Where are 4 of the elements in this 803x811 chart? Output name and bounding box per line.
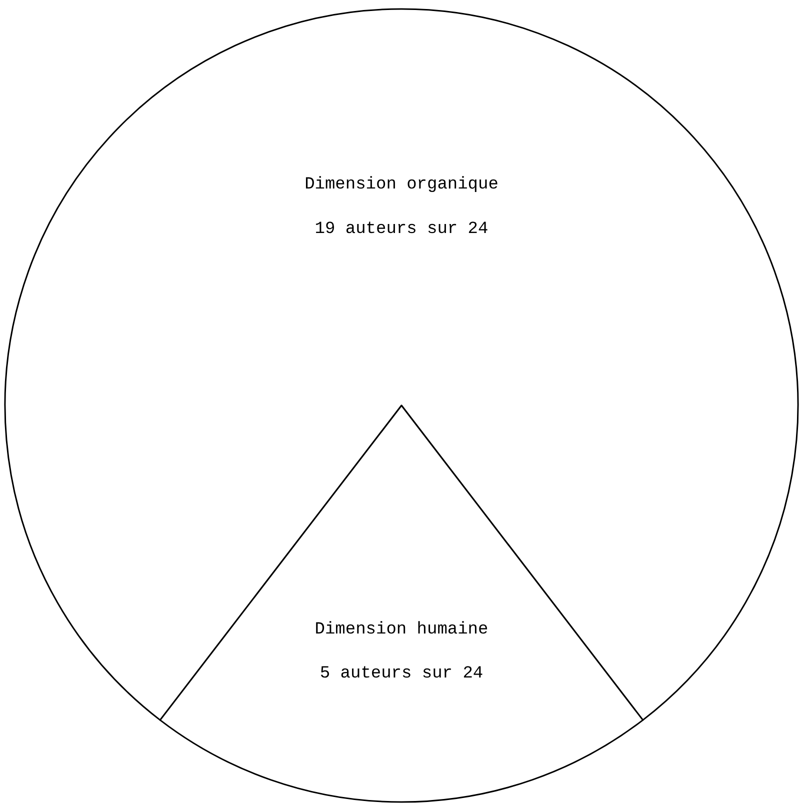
data-label: 5 auteurs sur 24	[320, 664, 484, 684]
slice-label: Dimension humaine	[314, 620, 488, 640]
data-label: 19 auteurs sur 24	[314, 220, 488, 239]
slice-label: Dimension organique	[304, 176, 498, 195]
